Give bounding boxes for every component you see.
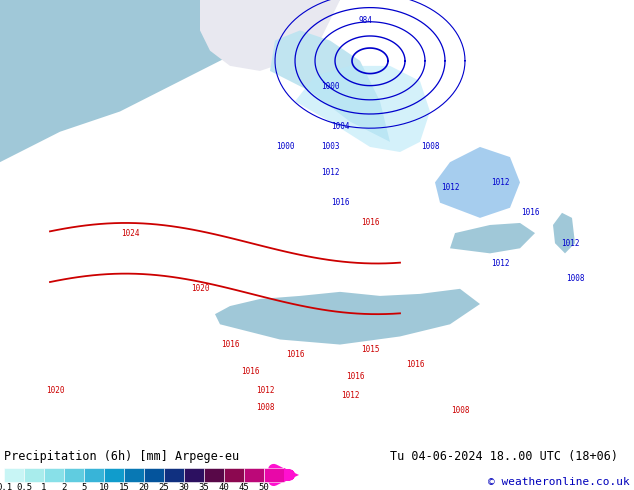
- Text: 0.5: 0.5: [16, 483, 32, 490]
- Text: 1008: 1008: [256, 403, 275, 412]
- Text: 2: 2: [61, 483, 67, 490]
- Text: 1012: 1012: [256, 386, 275, 394]
- Bar: [104, 468, 124, 482]
- Polygon shape: [200, 0, 340, 71]
- Text: 1016: 1016: [406, 360, 424, 369]
- Polygon shape: [284, 468, 299, 482]
- Text: 1012: 1012: [441, 183, 459, 192]
- Text: 1016: 1016: [221, 340, 239, 349]
- Text: 1000: 1000: [321, 82, 339, 91]
- Text: 30: 30: [179, 483, 190, 490]
- Text: 1024: 1024: [120, 228, 139, 238]
- Text: 1000: 1000: [276, 143, 294, 151]
- Text: 0.1: 0.1: [0, 483, 12, 490]
- Text: 1020: 1020: [191, 284, 209, 294]
- Text: 15: 15: [119, 483, 129, 490]
- Text: 10: 10: [99, 483, 110, 490]
- Bar: [44, 468, 64, 482]
- Text: 1012: 1012: [560, 239, 579, 248]
- Bar: [164, 468, 184, 482]
- Polygon shape: [0, 0, 340, 162]
- Text: 1012: 1012: [491, 178, 509, 187]
- Bar: [124, 468, 144, 482]
- Bar: [4, 468, 24, 482]
- Bar: [144, 468, 164, 482]
- Text: 1016: 1016: [286, 350, 304, 359]
- Text: 1012: 1012: [340, 391, 359, 400]
- Text: 20: 20: [139, 483, 150, 490]
- Text: 1008: 1008: [451, 406, 469, 415]
- Text: 1016: 1016: [361, 219, 379, 227]
- Text: 1008: 1008: [566, 274, 585, 283]
- Bar: [244, 468, 264, 482]
- Text: Precipitation (6h) [mm] Arpege-eu: Precipitation (6h) [mm] Arpege-eu: [4, 450, 239, 463]
- Text: 1020: 1020: [46, 386, 64, 394]
- Text: © weatheronline.co.uk: © weatheronline.co.uk: [488, 477, 630, 487]
- Text: 1004: 1004: [331, 122, 349, 131]
- Text: 35: 35: [198, 483, 209, 490]
- Bar: [184, 468, 204, 482]
- Text: 1008: 1008: [421, 143, 439, 151]
- Polygon shape: [435, 147, 520, 218]
- Text: 1: 1: [41, 483, 47, 490]
- Text: 25: 25: [158, 483, 169, 490]
- Text: 1016: 1016: [241, 368, 259, 376]
- Text: 1015: 1015: [361, 345, 379, 354]
- Text: 1016: 1016: [521, 208, 540, 218]
- Text: 1016: 1016: [331, 198, 349, 207]
- Bar: [204, 468, 224, 482]
- Text: 45: 45: [238, 483, 249, 490]
- Bar: [264, 468, 284, 482]
- Polygon shape: [450, 223, 535, 253]
- Text: 1012: 1012: [491, 259, 509, 268]
- Text: 5: 5: [81, 483, 87, 490]
- Polygon shape: [295, 66, 430, 152]
- Text: Tu 04-06-2024 18..00 UTC (18+06): Tu 04-06-2024 18..00 UTC (18+06): [390, 450, 618, 463]
- Polygon shape: [215, 289, 480, 344]
- Bar: [64, 468, 84, 482]
- Text: 40: 40: [219, 483, 230, 490]
- Bar: [224, 468, 244, 482]
- Polygon shape: [270, 30, 390, 142]
- Bar: [24, 468, 44, 482]
- Polygon shape: [553, 213, 575, 253]
- Text: 984: 984: [358, 16, 372, 25]
- Text: 1003: 1003: [321, 143, 339, 151]
- Text: 1012: 1012: [321, 168, 339, 177]
- Text: 50: 50: [259, 483, 269, 490]
- Bar: [84, 468, 104, 482]
- Text: 1016: 1016: [346, 372, 365, 382]
